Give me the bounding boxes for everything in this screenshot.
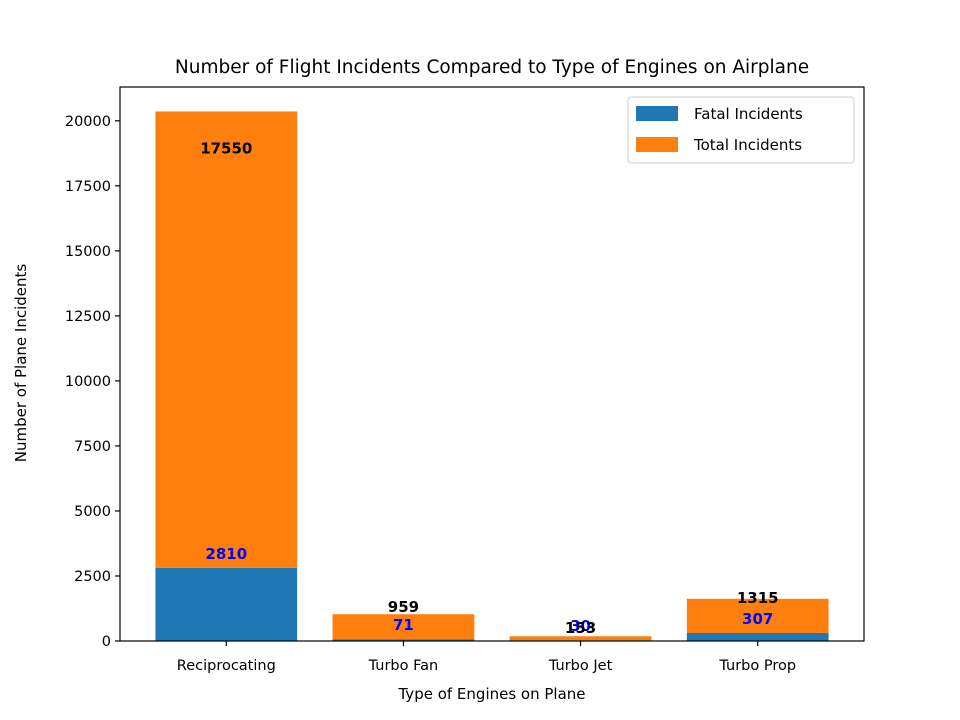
data-label-fatal-0: 2810 [205,545,247,563]
chart-title: Number of Flight Incidents Compared to T… [175,57,809,78]
data-label-fatal-2: 30 [570,617,591,635]
bar-total-1 [332,614,475,640]
plot-frame [119,86,865,642]
x-axis-title: Type of Engines on Plane [397,685,585,703]
bar-fatal-1 [332,639,475,641]
legend-label-1: Total Incidents [693,136,802,154]
bars-layer [155,111,829,641]
data-label-total-1: 959 [388,598,419,616]
data-label-total-3: 1315 [737,589,779,607]
y-tick-label-6: 15000 [65,244,111,260]
y-axis-title: Number of Plane Incidents [12,264,30,463]
y-tick-label-8: 20000 [65,114,111,130]
y-tick-label-0: 0 [102,634,111,650]
data-label-fatal-3: 307 [742,610,773,628]
data-label-total-0: 17550 [200,139,252,157]
y-tick-label-3: 7500 [74,439,111,455]
x-tick-label-0: Reciprocating [177,658,276,674]
legend-box [627,96,855,164]
y-tick-label-5: 12500 [65,309,111,325]
x-tick-label-3: Turbo Prop [718,658,796,674]
data-label-total-2: 153 [565,619,596,637]
legend-label-0: Fatal Incidents [694,105,803,123]
x-axis: Reciprocating Turbo Fan Turbo Jet Turbo Pro… [177,641,796,674]
bar-fatal-0 [155,567,298,641]
legend-swatch-1 [636,137,678,152]
legend-swatch-0 [636,106,678,121]
y-axis: 0 2500 5000 7500 10000 12500 15000 17500 20000 [65,114,120,650]
y-tick-label-4: 10000 [65,374,111,390]
y-tick-label-7: 17500 [65,179,111,195]
bar-total-3 [686,598,829,634]
y-tick-label-2: 5000 [74,504,111,520]
bar-total-0 [155,111,298,568]
y-tick-label-1: 2500 [74,569,111,585]
x-tick-label-2: Turbo Jet [548,658,613,674]
x-tick-label-1: Turbo Fan [368,658,439,674]
bar-fatal-3 [686,633,829,641]
data-label-fatal-1: 71 [393,616,414,634]
legend: Fatal Incidents Total Incidents [627,96,855,164]
bar-total-2 [509,636,652,641]
